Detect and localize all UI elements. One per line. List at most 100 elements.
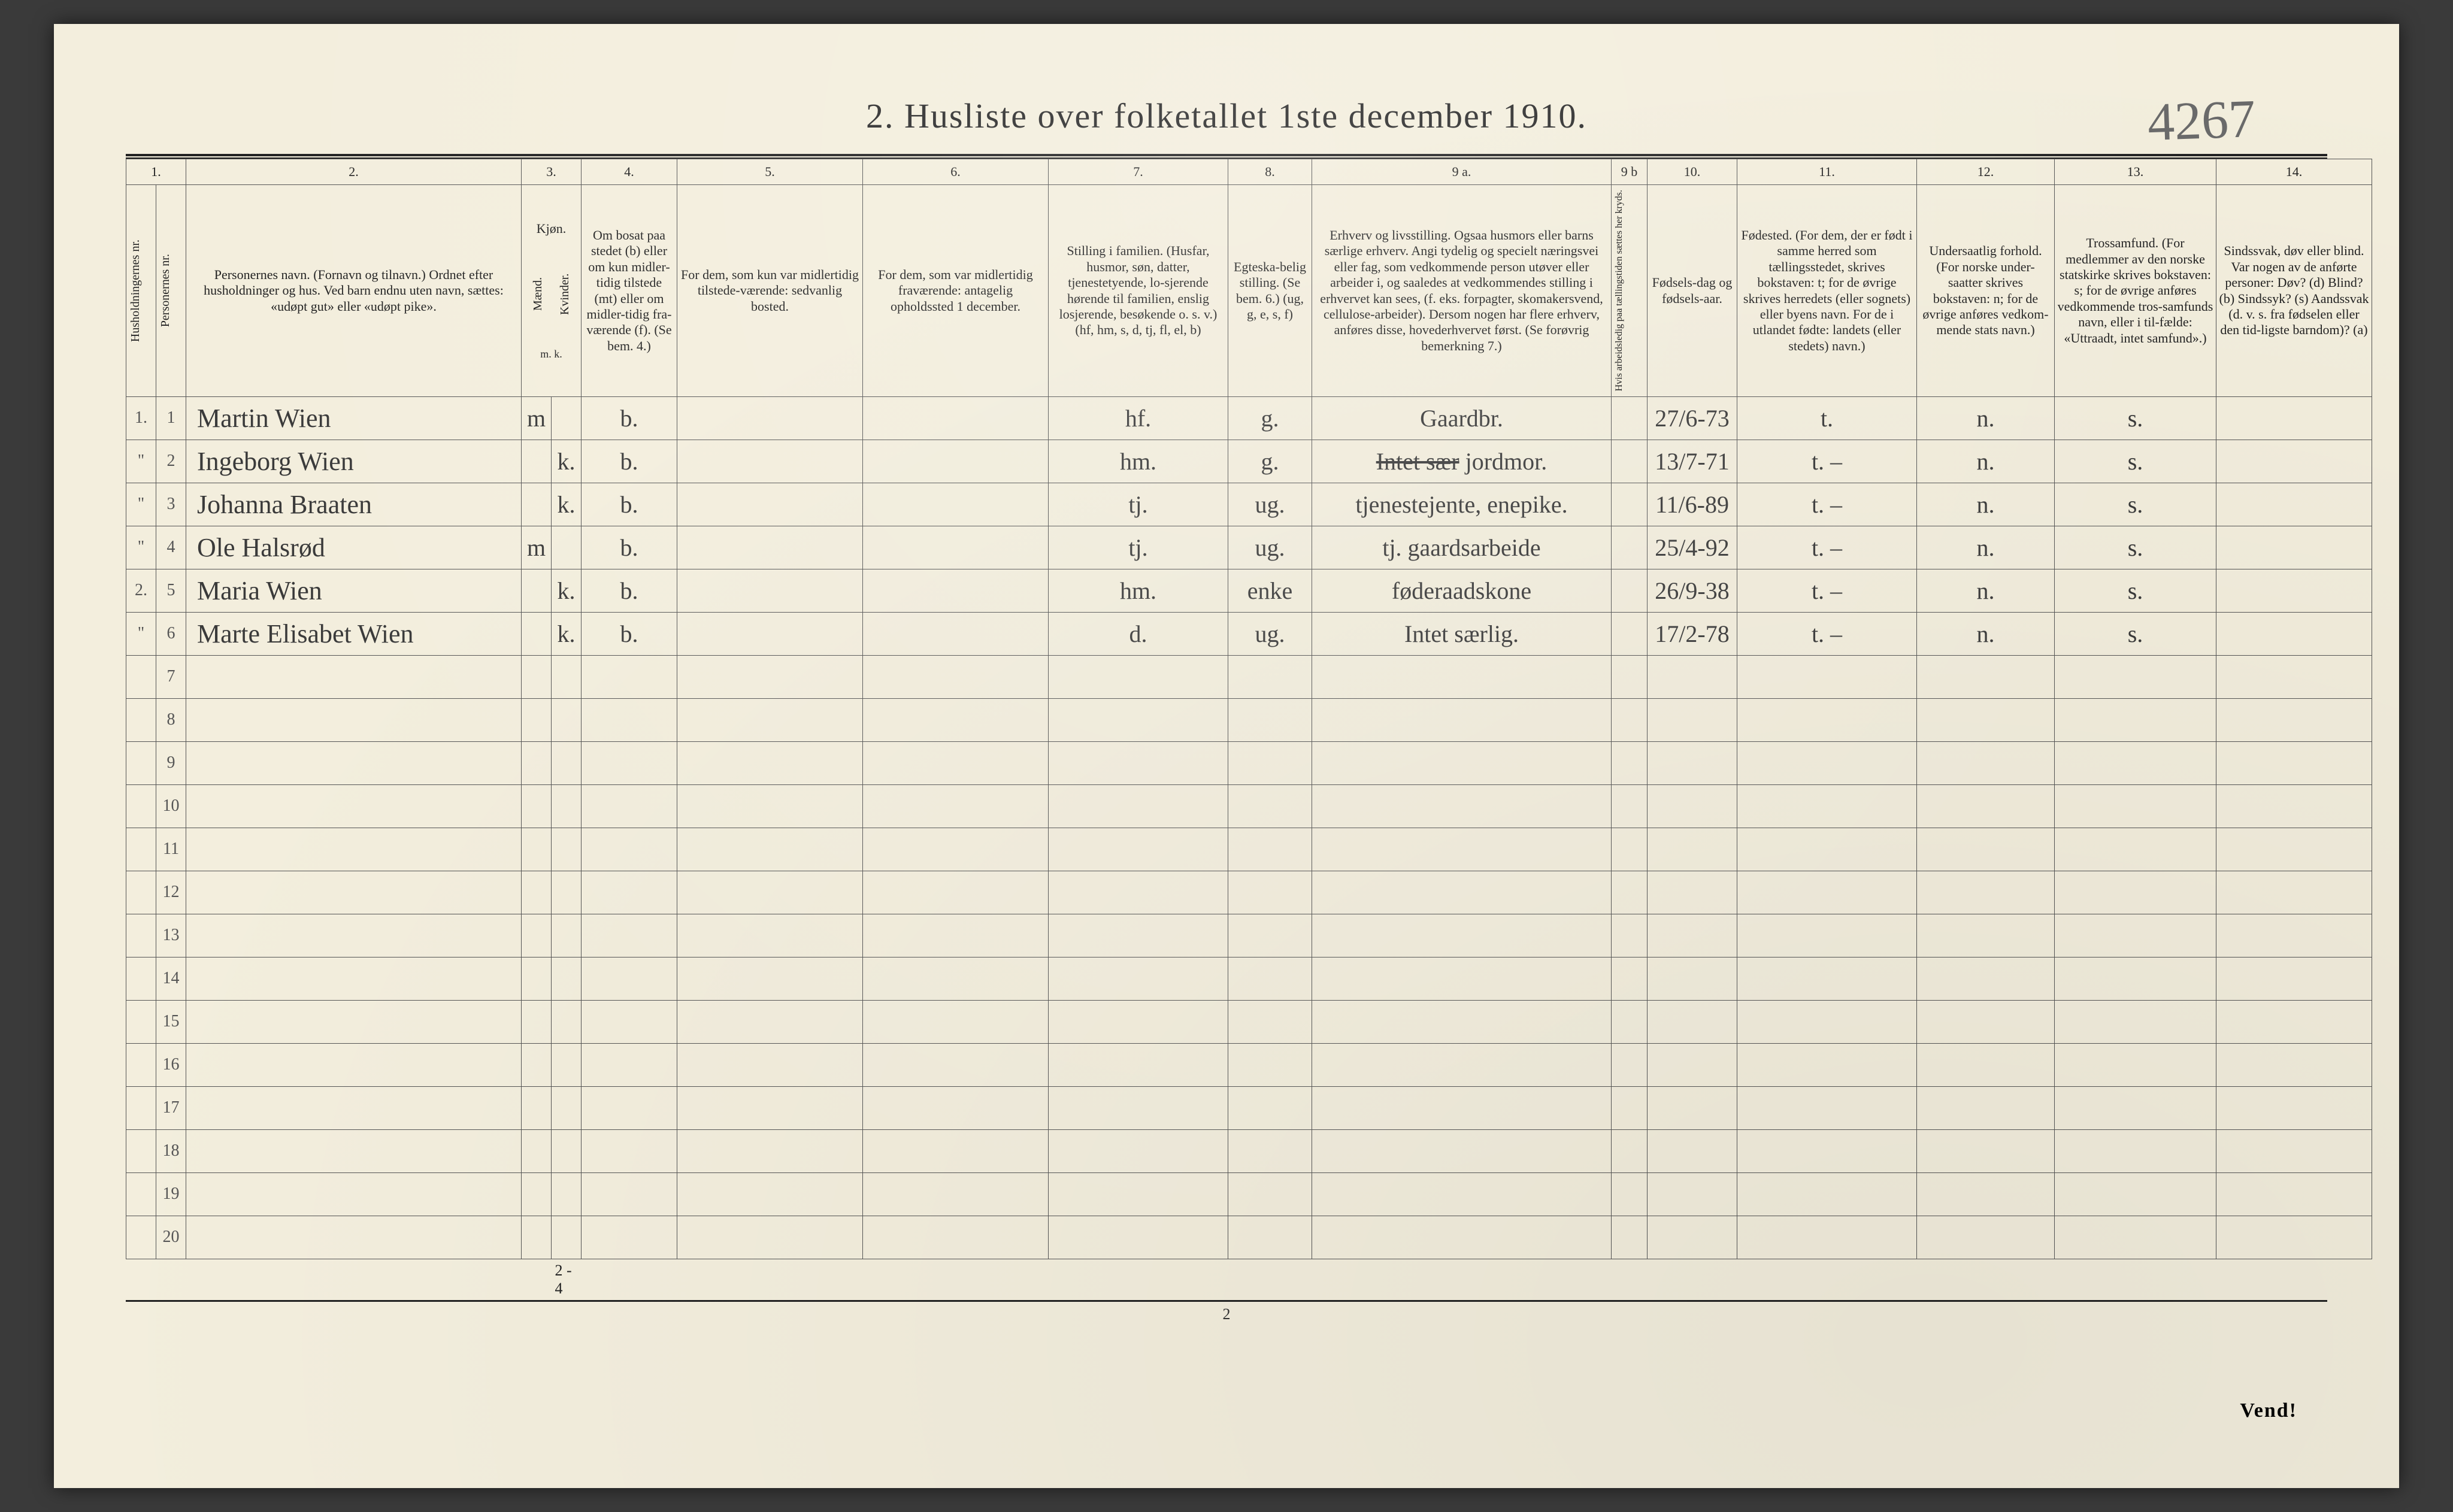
empty-cell — [1612, 1172, 1648, 1216]
empty-cell — [126, 871, 156, 914]
empty-cell — [1612, 1216, 1648, 1259]
colnum-13: 13. — [2055, 159, 2216, 185]
cell-disability — [2216, 483, 2372, 526]
empty-cell — [1049, 957, 1228, 1000]
cell-birthdate: 26/9-38 — [1648, 569, 1737, 612]
table-row: 14 — [126, 957, 2372, 1000]
empty-cell — [582, 741, 677, 784]
empty-cell — [1049, 871, 1228, 914]
cell-name: Marte Elisabet Wien — [186, 612, 522, 655]
cell-disability — [2216, 569, 2372, 612]
empty-cell — [1228, 1000, 1312, 1043]
empty-cell — [863, 741, 1049, 784]
empty-cell — [1312, 914, 1612, 957]
footer-cell — [677, 1259, 863, 1300]
cell-religion: s. — [2055, 569, 2216, 612]
empty-cell — [522, 1000, 552, 1043]
empty-cell — [2216, 828, 2372, 871]
hdr-unemployed: Hvis arbeidsledig paa tællingstiden sætt… — [1612, 185, 1648, 396]
cell-name: Maria Wien — [186, 569, 522, 612]
empty-cell — [126, 957, 156, 1000]
empty-cell — [1228, 1043, 1312, 1086]
empty-cell — [1648, 1129, 1737, 1172]
cell-sex-m: m — [522, 396, 552, 440]
table-row: 13 — [126, 914, 2372, 957]
empty-cell — [582, 1086, 677, 1129]
empty-cell — [2216, 1043, 2372, 1086]
cell-marital: g. — [1228, 440, 1312, 483]
empty-cell — [677, 1086, 863, 1129]
cell-temp-absent — [863, 396, 1049, 440]
empty-cell — [2055, 957, 2216, 1000]
empty-cell — [1312, 828, 1612, 871]
cell-religion: s. — [2055, 396, 2216, 440]
empty-cell — [1648, 698, 1737, 741]
cell-disability — [2216, 440, 2372, 483]
empty-cell — [2055, 871, 2216, 914]
empty-cell — [1648, 1172, 1737, 1216]
empty-cell — [522, 1086, 552, 1129]
table-row: 2.5Maria Wienk.b.hm.enkeføderaadskone26/… — [126, 569, 2372, 612]
empty-cell — [126, 1216, 156, 1259]
empty-cell — [2216, 871, 2372, 914]
empty-cell — [126, 1129, 156, 1172]
empty-cell — [1737, 741, 1917, 784]
cell-residence: b. — [582, 526, 677, 569]
empty-cell — [863, 1043, 1049, 1086]
empty-cell: 17 — [156, 1086, 186, 1129]
empty-cell — [552, 1216, 582, 1259]
empty-cell — [552, 914, 582, 957]
cell-household-nr: 1. — [126, 396, 156, 440]
empty-cell — [552, 655, 582, 698]
empty-cell — [1737, 1086, 1917, 1129]
cell-occupation: Intet sær jordmor. — [1312, 440, 1612, 483]
cell-unemployed — [1612, 483, 1648, 526]
cell-occupation: Gaardbr. — [1312, 396, 1612, 440]
top-rule — [126, 154, 2327, 159]
table-row: 11 — [126, 828, 2372, 871]
cell-disability — [2216, 526, 2372, 569]
empty-cell: 8 — [156, 698, 186, 741]
cell-sex-k: k. — [552, 483, 582, 526]
cell-temp-absent — [863, 569, 1049, 612]
empty-cell — [1737, 914, 1917, 957]
empty-cell — [1312, 1129, 1612, 1172]
empty-cell — [552, 1172, 582, 1216]
empty-cell — [2216, 1000, 2372, 1043]
empty-cell — [1648, 655, 1737, 698]
footer-cell — [1648, 1259, 1737, 1300]
cell-nationality: n. — [1917, 440, 2055, 483]
empty-cell — [582, 957, 677, 1000]
table-row: "2Ingeborg Wienk.b.hm.g.Intet sær jordmo… — [126, 440, 2372, 483]
cell-sex-m — [522, 569, 552, 612]
empty-cell — [582, 1216, 677, 1259]
empty-cell — [1312, 1086, 1612, 1129]
empty-cell — [522, 698, 552, 741]
empty-cell — [1737, 698, 1917, 741]
empty-cell — [582, 871, 677, 914]
cell-sex-m — [522, 440, 552, 483]
empty-cell — [186, 828, 522, 871]
empty-cell — [2216, 914, 2372, 957]
empty-cell — [1917, 828, 2055, 871]
cell-unemployed — [1612, 440, 1648, 483]
hdr-temp-absent: For dem, som var midlertidig fraværende:… — [863, 185, 1049, 396]
empty-cell — [552, 1043, 582, 1086]
table-row: 9 — [126, 741, 2372, 784]
hdr-occupation: Erhverv og livsstilling. Ogsaa husmors e… — [1312, 185, 1612, 396]
footer-row: 2 - 4 — [126, 1259, 2372, 1300]
footer-cell — [1049, 1259, 1228, 1300]
empty-cell — [677, 741, 863, 784]
cell-birthdate: 25/4-92 — [1648, 526, 1737, 569]
empty-cell — [1049, 655, 1228, 698]
empty-cell — [2216, 784, 2372, 828]
empty-cell — [1049, 914, 1228, 957]
cell-residence: b. — [582, 612, 677, 655]
empty-cell — [1612, 784, 1648, 828]
empty-cell — [522, 871, 552, 914]
empty-cell — [1049, 1172, 1228, 1216]
empty-cell — [677, 1129, 863, 1172]
empty-cell — [2216, 1172, 2372, 1216]
empty-cell — [2216, 957, 2372, 1000]
empty-cell — [1312, 1000, 1612, 1043]
